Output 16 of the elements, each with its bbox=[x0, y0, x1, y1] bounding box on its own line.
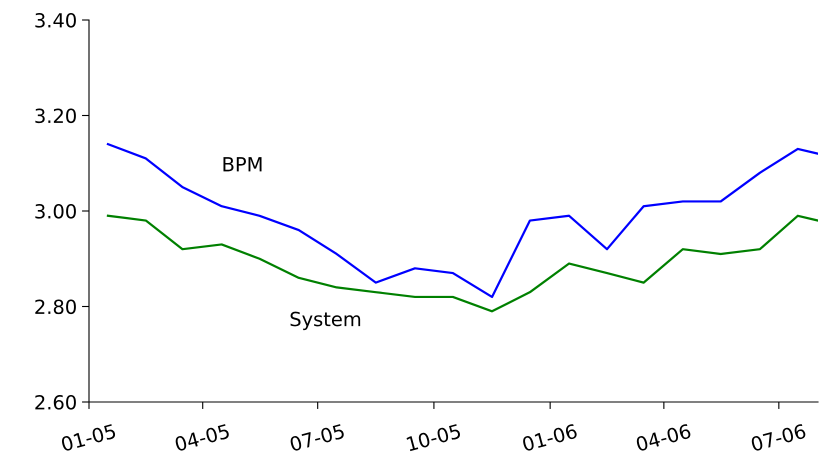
y-tick-label: 2.80 bbox=[35, 299, 76, 314]
y-tick-label: 2.60 bbox=[35, 394, 76, 410]
x-tick-label: 01-05 bbox=[60, 424, 116, 452]
line-series bbox=[106, 214, 818, 312]
x-tick-label: 04-06 bbox=[635, 423, 692, 452]
x-tick-label: 07-06 bbox=[750, 423, 806, 452]
x-tick-label: 01-06 bbox=[522, 423, 578, 452]
y-tick-label: 3.00 bbox=[35, 204, 76, 219]
x-tick-label: 07-05 bbox=[289, 424, 345, 452]
y-tick-label: 3.20 bbox=[35, 108, 76, 124]
line-series bbox=[106, 143, 818, 298]
x-tick-label: 04-05 bbox=[174, 424, 230, 452]
y-tick-label: 3.40 bbox=[35, 12, 76, 28]
x-tick-label: 10-05 bbox=[406, 424, 462, 452]
series-label: System bbox=[290, 312, 360, 330]
series-label: BPM bbox=[223, 157, 262, 172]
